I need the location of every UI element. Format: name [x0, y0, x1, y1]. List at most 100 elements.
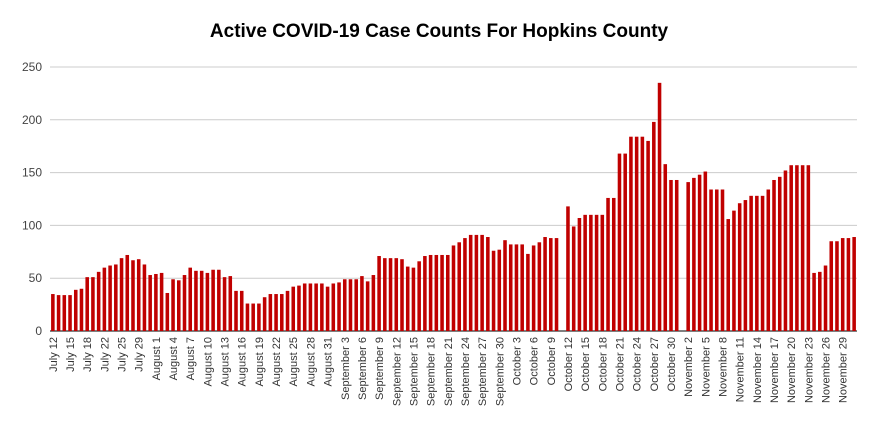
bar — [606, 197, 610, 331]
bar — [348, 279, 353, 331]
bar — [594, 214, 599, 331]
bar — [577, 218, 582, 331]
x-tick-label: November 5 — [700, 337, 712, 397]
bar — [136, 259, 141, 331]
x-tick-label: August 19 — [254, 337, 266, 387]
bar — [480, 234, 484, 331]
bar — [217, 269, 221, 331]
bar — [663, 164, 668, 331]
bar — [222, 277, 227, 331]
bar — [154, 273, 158, 331]
bar — [783, 170, 788, 331]
x-tick-label: November 11 — [735, 337, 747, 402]
bar — [119, 258, 124, 331]
bar — [629, 136, 633, 331]
bar — [337, 282, 341, 331]
bar — [634, 136, 639, 331]
bar — [314, 283, 318, 331]
y-tick-label: 250 — [22, 60, 42, 74]
x-tick-label: August 28 — [305, 337, 317, 387]
x-tick-label: November 2 — [683, 337, 695, 397]
y-tick-label: 200 — [22, 113, 42, 127]
bar — [686, 182, 690, 331]
bar — [62, 295, 67, 331]
x-tick-label: November 8 — [718, 337, 730, 397]
x-tick-label: September 27 — [477, 337, 489, 406]
bar — [652, 121, 656, 331]
x-tick-label: September 30 — [494, 337, 506, 406]
bar — [835, 241, 839, 331]
bar — [159, 272, 164, 331]
bar — [182, 275, 187, 331]
x-tick-label: October 9 — [546, 337, 558, 385]
bar — [669, 179, 673, 331]
bar — [840, 238, 845, 331]
bar — [829, 241, 834, 331]
bar — [302, 283, 307, 331]
bar — [383, 258, 387, 331]
x-tick-label: August 4 — [168, 337, 180, 380]
bar — [371, 275, 376, 331]
bar — [400, 259, 404, 331]
bar — [199, 270, 204, 331]
bar — [732, 210, 736, 331]
bar — [526, 253, 530, 331]
bar — [285, 290, 290, 331]
bar — [715, 189, 719, 331]
bar — [589, 214, 593, 331]
x-tick-label: August 10 — [202, 337, 214, 387]
x-tick-label: July 15 — [65, 337, 77, 372]
bar — [251, 303, 255, 331]
bar — [165, 292, 170, 331]
x-tick-label: October 6 — [529, 337, 541, 385]
bar — [142, 264, 147, 331]
x-tick-label: September 21 — [443, 337, 455, 406]
bar — [148, 275, 152, 331]
bar — [205, 272, 210, 331]
bar — [394, 258, 399, 331]
x-tick-label: August 22 — [271, 337, 283, 387]
bar — [274, 294, 278, 331]
x-tick-label: July 25 — [117, 337, 129, 372]
x-tick-label: October 3 — [511, 337, 523, 385]
x-tick-label: September 12 — [391, 337, 403, 406]
bar — [646, 140, 650, 331]
bar — [446, 254, 450, 331]
bar — [463, 238, 467, 331]
bar — [692, 177, 696, 331]
x-tick-label: November 23 — [803, 337, 815, 403]
bar — [291, 286, 296, 331]
bar — [760, 195, 765, 331]
bar — [800, 165, 805, 331]
bar — [280, 294, 284, 331]
bar — [600, 214, 605, 331]
bar — [79, 288, 84, 331]
bar — [720, 189, 725, 331]
x-tick-label: November 20 — [786, 337, 798, 403]
bar — [428, 254, 433, 331]
x-tick-label: October 18 — [597, 337, 609, 391]
bar — [474, 234, 479, 331]
bar — [125, 254, 130, 331]
x-tick-label: September 3 — [340, 337, 352, 400]
chart-title: Active COVID-19 Case Counts For Hopkins … — [209, 21, 669, 42]
x-tick-label: October 30 — [666, 337, 678, 391]
bar — [520, 244, 524, 331]
y-tick-label: 150 — [22, 166, 42, 180]
bar — [611, 197, 616, 331]
bar — [268, 294, 273, 331]
x-tick-label: September 9 — [374, 337, 386, 400]
x-tick-label: August 1 — [151, 337, 163, 380]
bar — [674, 179, 679, 331]
bar — [503, 240, 507, 331]
bar — [737, 203, 742, 331]
bar — [749, 195, 753, 331]
x-tick-label: November 26 — [821, 337, 833, 403]
bar — [440, 254, 444, 331]
bar — [566, 206, 570, 331]
bar — [188, 267, 192, 331]
bar — [497, 249, 502, 331]
bar — [377, 256, 381, 331]
bar — [818, 271, 822, 331]
